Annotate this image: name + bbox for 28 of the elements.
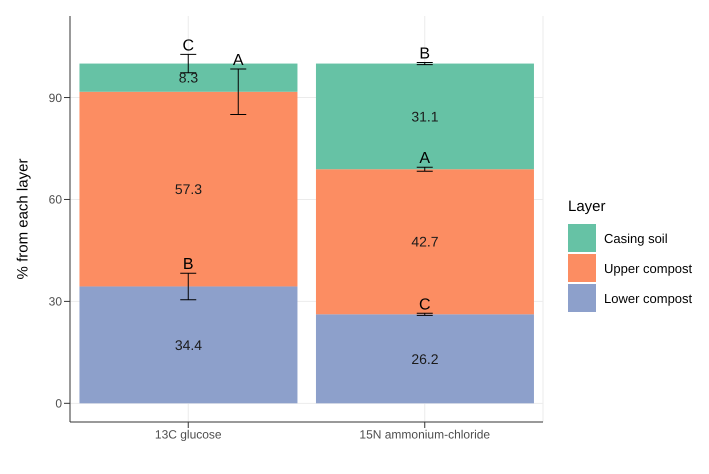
- annotation: C: [418, 296, 431, 314]
- bar: [79, 92, 298, 286]
- y-tick-label: 30: [48, 294, 62, 309]
- bar: [79, 286, 298, 404]
- annotation: C: [182, 37, 194, 54]
- annotation: B: [182, 256, 194, 274]
- legend-label: Lower compost: [604, 290, 692, 306]
- annotation: A: [419, 150, 430, 168]
- legend-label: Upper compost: [604, 260, 692, 276]
- bar: [79, 64, 298, 92]
- bar: [316, 169, 534, 314]
- data-label: 31.1: [411, 108, 439, 124]
- data-label: 42.7: [411, 234, 439, 250]
- data-label: 8.3: [178, 70, 198, 86]
- legend-label: Casing soil: [604, 230, 668, 246]
- y-tick-label: 0: [55, 396, 62, 411]
- annotation: B: [419, 46, 430, 63]
- x-tick-label: 13C glucose: [154, 428, 222, 442]
- y-tick-label: 90: [48, 90, 62, 105]
- y-tick-label: 60: [48, 192, 62, 207]
- bar: [316, 64, 534, 170]
- data-label: 57.3: [174, 181, 202, 198]
- data-label: 34.4: [174, 336, 202, 353]
- data-label: 26.2: [411, 350, 439, 367]
- y-axis-title: % from each layer: [14, 158, 32, 280]
- bar: [316, 314, 534, 404]
- legend-title: Layer: [568, 198, 607, 215]
- x-tick-label: 15N ammonium-chloride: [359, 428, 490, 442]
